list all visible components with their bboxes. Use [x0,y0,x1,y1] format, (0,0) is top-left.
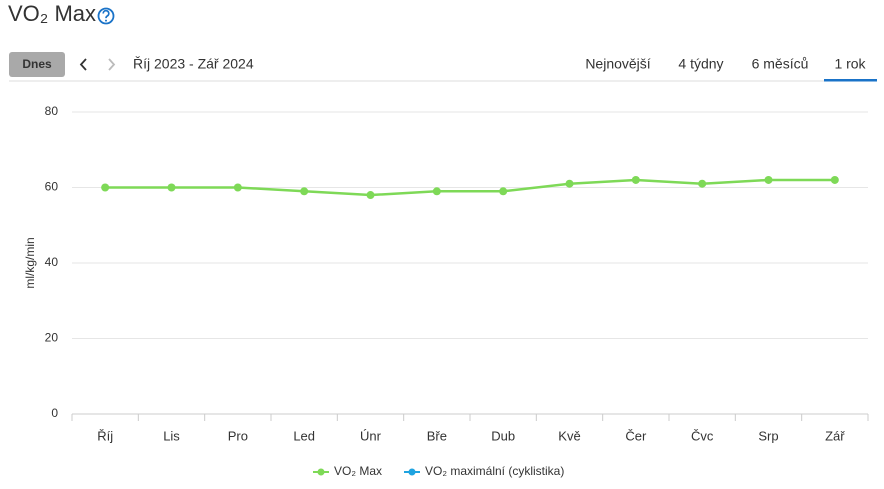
data-point [432,187,441,196]
y-tick-label: 0 [51,406,58,420]
data-point [764,175,773,184]
x-tick-label: Kvě [558,428,580,443]
x-tick-label: Čvc [691,428,714,443]
data-point [233,183,242,192]
legend-label[interactable]: VO₂ Max [334,464,382,478]
data-point [565,179,574,188]
tab[interactable]: 6 měsíců [752,56,809,72]
y-tick-label: 60 [45,180,59,194]
today-button-label[interactable]: Dnes [22,57,52,71]
y-axis-label: ml/kg/min [23,237,37,288]
x-tick-label: Led [293,428,315,443]
today-button[interactable] [9,52,65,77]
y-tick-label: 40 [45,255,59,269]
data-point [167,183,176,192]
x-tick-label: Říj [97,428,113,443]
data-point [300,187,309,196]
help-icon[interactable] [97,7,115,25]
tab[interactable]: Nejnovější [585,56,650,72]
tab[interactable]: 4 týdny [678,56,723,72]
next-arrow[interactable] [108,58,116,71]
x-tick-label: Únr [360,428,382,443]
x-tick-label: Lis [163,428,180,443]
x-tick-label: Čer [625,428,647,443]
date-range: Říj 2023 - Zář 2024 [133,56,254,72]
series-line [105,178,835,197]
x-tick-label: Pro [228,428,248,443]
data-point [101,183,110,192]
y-tick-label: 80 [45,104,59,118]
x-tick-label: Zář [825,428,845,443]
data-point [631,175,640,184]
legend-marker [408,468,416,476]
data-point [698,179,707,188]
data-point [499,187,508,196]
x-tick-label: Dub [491,428,515,443]
data-point [830,175,839,184]
active-tab-underline [824,79,877,82]
x-tick-label: Bře [427,428,447,443]
legend-marker [317,468,325,476]
data-point [366,191,375,200]
page-title: VO₂ Max [8,1,96,26]
x-tick-label: Srp [758,428,778,443]
tab[interactable]: 1 rok [834,56,866,72]
prev-arrow[interactable] [79,58,87,71]
legend-label[interactable]: VO₂ maximální (cyklistika) [425,464,564,478]
y-tick-label: 20 [45,331,59,345]
